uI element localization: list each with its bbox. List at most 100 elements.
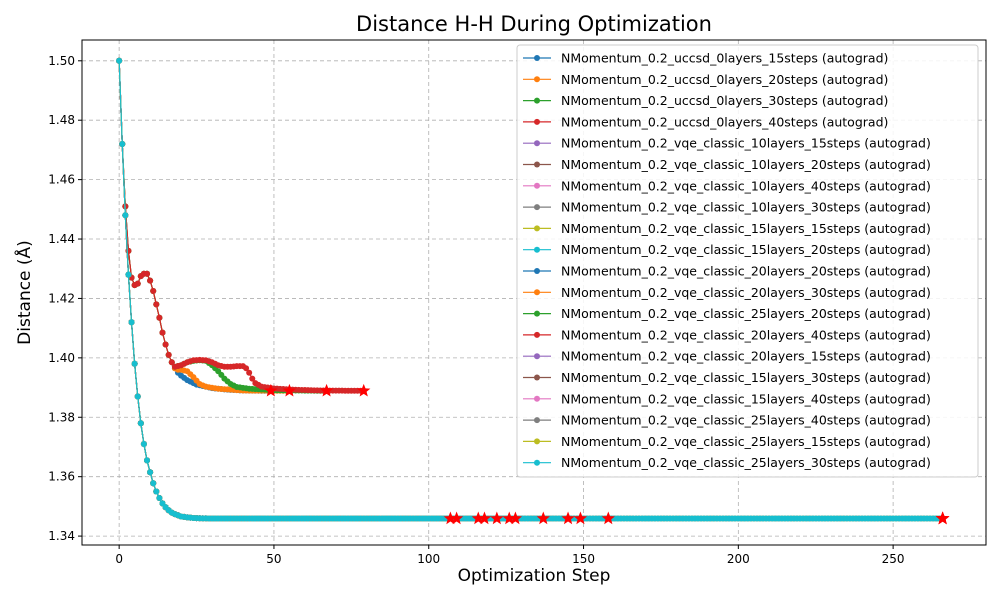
legend-label: NMomentum_0.2_vqe_classic_20layers_15ste… [561, 349, 931, 364]
final-step-star [477, 511, 492, 525]
legend-swatch-marker [534, 459, 540, 466]
legend-box [516, 44, 979, 478]
data-point [159, 329, 166, 336]
legend-swatch-marker [534, 55, 540, 61]
legend-entry: NMomentum_0.2_vqe_classic_15layers_40ste… [523, 391, 931, 406]
series-group [116, 57, 482, 522]
y-tick-label: 1.40 [48, 351, 75, 365]
series-line [118, 60, 327, 392]
legend-swatch-marker [534, 204, 540, 211]
legend-swatch-marker [534, 310, 540, 317]
final-step-star [561, 511, 575, 525]
data-point [246, 369, 253, 376]
legend-swatch-marker [534, 289, 540, 296]
legend-label: NMomentum_0.2_vqe_classic_10layers_15ste… [561, 136, 931, 151]
final-step-star [357, 383, 371, 397]
legend-label: NMomentum_0.2_vqe_classic_25layers_15ste… [561, 434, 931, 449]
data-point [243, 365, 250, 372]
legend-label: NMomentum_0.2_vqe_classic_15layers_30ste… [561, 370, 931, 385]
legend-label: NMomentum_0.2_vqe_classic_25layers_40ste… [561, 413, 931, 428]
legend-label: NMomentum_0.2_vqe_classic_15layers_15ste… [561, 221, 931, 236]
series-line [118, 60, 364, 392]
series-line [118, 60, 485, 520]
legend-label: NMomentum_0.2_vqe_classic_10layers_20ste… [561, 157, 931, 172]
legend: NMomentum_0.2_uccsd_0layers_15steps (aut… [516, 44, 979, 478]
legend-swatch-marker [534, 331, 540, 338]
final-step-star [264, 383, 278, 397]
series-group [116, 57, 460, 522]
final-step-star [471, 511, 485, 525]
data-point [150, 480, 157, 487]
legend-label: NMomentum_0.2_vqe_classic_20layers_40ste… [561, 327, 931, 342]
series-group [116, 57, 500, 522]
series-line [118, 60, 581, 520]
chart-title: Distance H-H During Optimization [356, 12, 712, 36]
x-tick-label: 100 [417, 552, 440, 566]
series-group [116, 57, 293, 394]
legend-entry: NMomentum_0.2_uccsd_0layers_30steps (aut… [523, 93, 888, 108]
y-tick-label: 1.46 [48, 173, 75, 187]
final-step-star [319, 383, 334, 397]
x-axis-title: Optimization Step [458, 566, 611, 586]
final-step-star [443, 511, 458, 525]
x-tick-label: 0 [115, 552, 123, 566]
series-line [118, 60, 497, 520]
series-line [118, 60, 569, 520]
final-step-star [573, 511, 588, 525]
legend-label: NMomentum_0.2_vqe_classic_20layers_30ste… [561, 285, 931, 300]
data-point [134, 280, 141, 287]
data-point [162, 341, 169, 348]
data-point [144, 270, 151, 277]
legend-entry: NMomentum_0.2_uccsd_0layers_15steps (aut… [523, 51, 888, 66]
legend-entry: NMomentum_0.2_vqe_classic_20layers_30ste… [523, 285, 931, 300]
series-group [116, 57, 454, 522]
legend-entry: NMomentum_0.2_vqe_classic_10layers_15ste… [523, 136, 931, 151]
legend-label: NMomentum_0.2_vqe_classic_10layers_40ste… [561, 178, 931, 193]
series-group [116, 57, 513, 522]
data-point [128, 319, 135, 326]
legend-entry: NMomentum_0.2_uccsd_0layers_40steps (aut… [523, 114, 888, 129]
legend-entry: NMomentum_0.2_vqe_classic_20layers_40ste… [523, 327, 931, 342]
data-point [150, 288, 157, 295]
y-tick-label: 1.50 [48, 54, 75, 68]
series-line [118, 60, 457, 520]
final-step-star [536, 511, 550, 525]
data-point [165, 351, 172, 358]
legend-swatch-marker [534, 417, 540, 424]
legend-label: NMomentum_0.2_vqe_classic_20layers_20ste… [561, 264, 931, 279]
data-point [140, 441, 147, 447]
legend-entry: NMomentum_0.2_vqe_classic_15layers_30ste… [523, 370, 931, 385]
y-axis-title: Distance (Å) [13, 240, 35, 345]
legend-label: NMomentum_0.2_uccsd_0layers_15steps (aut… [561, 51, 888, 66]
legend-swatch-marker [534, 353, 540, 360]
legend-swatch-marker [534, 268, 540, 274]
final-step-star [936, 511, 950, 525]
series-line [118, 60, 290, 392]
final-step-markers [264, 383, 950, 525]
legend-label: NMomentum_0.2_vqe_classic_15layers_20ste… [561, 242, 931, 257]
legend-entry: NMomentum_0.2_vqe_classic_15layers_15ste… [523, 221, 931, 236]
legend-swatch-marker [534, 118, 540, 125]
series-line [118, 60, 510, 520]
plot-area-frame [81, 39, 987, 546]
final-step-star [449, 511, 464, 525]
series-group [116, 57, 584, 522]
legend-swatch-marker [534, 97, 540, 104]
legend-label: NMomentum_0.2_uccsd_0layers_40steps (aut… [561, 114, 888, 129]
legend-entry: NMomentum_0.2_vqe_classic_25layers_40ste… [523, 413, 931, 428]
series-line [118, 60, 479, 520]
y-tick-label: 1.36 [48, 470, 75, 484]
data-point [116, 57, 123, 64]
data-point [153, 488, 160, 495]
x-tick-label: 150 [572, 552, 595, 566]
legend-swatch-marker [534, 182, 540, 189]
series-group [116, 57, 547, 522]
legend-entry: NMomentum_0.2_vqe_classic_10layers_40ste… [523, 178, 931, 193]
data-point [144, 457, 151, 464]
legend-entry: NMomentum_0.2_vqe_classic_20layers_15ste… [523, 349, 931, 364]
data-point [131, 360, 138, 367]
final-step-star [282, 383, 297, 397]
legend-swatch-marker [534, 246, 540, 253]
legend-entry: NMomentum_0.2_vqe_classic_10layers_20ste… [523, 157, 931, 172]
